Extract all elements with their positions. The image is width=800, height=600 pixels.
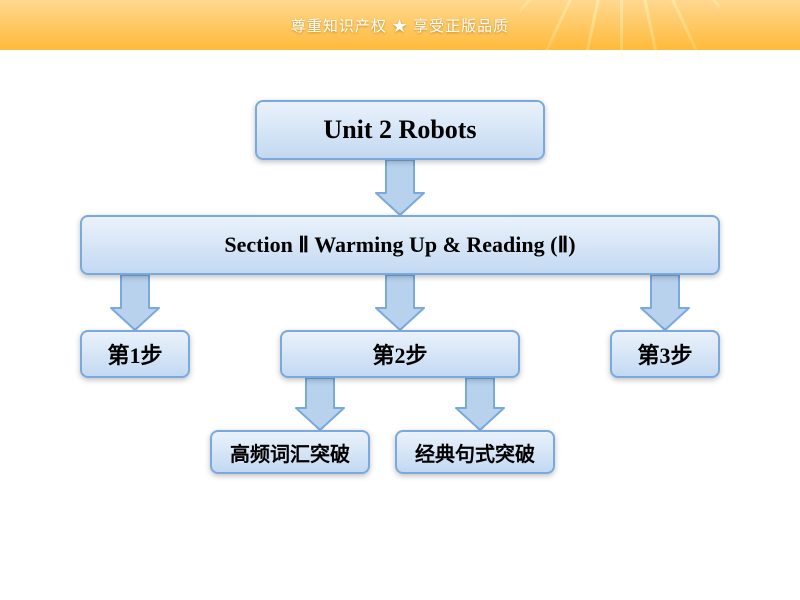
header-rays	[520, 0, 720, 60]
arrow-0	[376, 160, 424, 215]
node-leaf1: 高频词汇突破	[210, 430, 370, 474]
node-leaf2: 经典句式突破	[395, 430, 555, 474]
arrow-2	[376, 275, 424, 330]
node-step3: 第3步	[610, 330, 720, 378]
arrow-1	[111, 275, 159, 330]
node-title: Unit 2 Robots	[255, 100, 545, 160]
node-section: Section Ⅱ Warming Up & Reading (Ⅱ)	[80, 215, 720, 275]
flowchart-diagram: Unit 2 Robots Section Ⅱ Warming Up & Read…	[0, 90, 800, 600]
header-banner: 尊重知识产权 ★ 享受正版品质	[0, 0, 800, 50]
node-step2: 第2步	[280, 330, 520, 378]
arrow-5	[456, 378, 504, 430]
arrow-3	[641, 275, 689, 330]
header-text: 尊重知识产权 ★ 享受正版品质	[291, 15, 509, 36]
node-step1: 第1步	[80, 330, 190, 378]
arrow-4	[296, 378, 344, 430]
